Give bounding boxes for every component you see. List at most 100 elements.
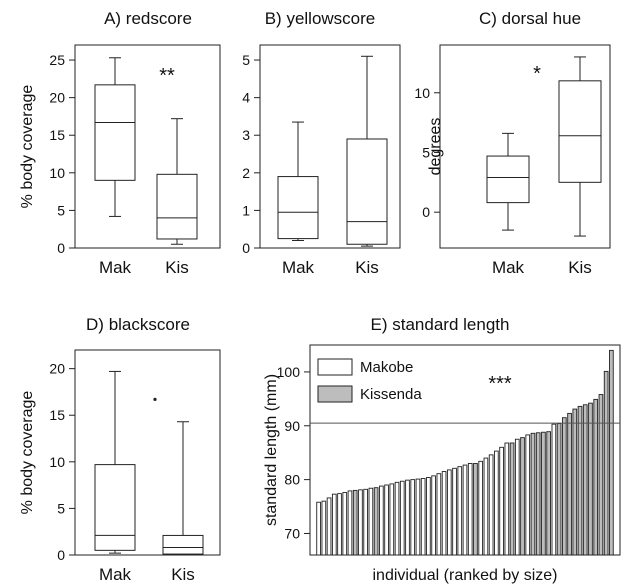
box-mak [94, 57, 136, 217]
y-tick-label: 10 [414, 85, 430, 101]
x-category-label: Kis [568, 258, 592, 277]
y-tick-label: 90 [284, 418, 300, 434]
plot-frame [74, 349, 221, 556]
y-tick-label: 2 [242, 165, 250, 181]
legend-label-makobe: Makobe [360, 359, 413, 376]
bar-makobe [426, 477, 431, 556]
y-axis-label: % body coverage [19, 391, 36, 515]
x-category-label: Kis [171, 565, 195, 584]
bar-makobe [405, 479, 410, 556]
bar-makobe [410, 479, 416, 556]
legend-swatch-makobe [317, 358, 353, 376]
bar-makobe [379, 485, 384, 556]
bar-makobe [326, 497, 332, 556]
y-tick-label: 5 [57, 202, 65, 218]
x-category-label: Mak [99, 565, 132, 584]
iqr-box [346, 138, 388, 245]
x-category-label: Kis [165, 258, 189, 277]
bar-kissenda [562, 417, 567, 556]
bar-makobe [358, 489, 363, 556]
panel-title: B) yellowscore [265, 9, 376, 28]
bar-kissenda [598, 394, 604, 556]
y-tick-label: 0 [422, 204, 430, 220]
bar-makobe [347, 490, 353, 556]
bar-kissenda [567, 412, 572, 556]
bar-makobe [399, 480, 405, 556]
iqr-box [558, 80, 602, 183]
y-tick-label: 25 [49, 52, 65, 68]
bar-makobe [441, 471, 447, 556]
bar-makobe [488, 454, 494, 556]
x-category-label: Mak [99, 258, 132, 277]
bar-kissenda [588, 402, 593, 556]
y-tick-label: 5 [422, 144, 430, 160]
bar-makobe [452, 467, 457, 556]
y-tick-label: 0 [242, 240, 250, 256]
bar-kissenda [582, 404, 588, 556]
bar-makobe [316, 501, 321, 556]
panel-title: A) redscore [104, 9, 192, 28]
bar-makobe [389, 483, 395, 556]
y-axis-label: standard length (mm) [263, 374, 280, 526]
bar-makobe [436, 473, 442, 556]
bar-kissenda [603, 370, 609, 556]
bar-makobe [467, 463, 473, 556]
box-kis [156, 118, 198, 245]
bar-makobe [446, 469, 452, 556]
box-mak [486, 132, 530, 231]
bar-kissenda [541, 431, 546, 556]
box-kis [558, 56, 602, 237]
bar-makobe [514, 438, 520, 556]
significance-marker: ** [159, 65, 175, 87]
box-mak [94, 370, 136, 554]
y-tick-label: 3 [242, 127, 250, 143]
iqr-box [94, 464, 136, 551]
x-category-label: Mak [492, 258, 525, 277]
y-axis-label: degrees [427, 118, 444, 176]
legend: Makobe Kissenda [317, 358, 422, 403]
y-tick-label: 15 [49, 127, 65, 143]
plot-frame [439, 44, 611, 249]
iqr-box [486, 155, 530, 204]
bar-makobe [462, 464, 468, 556]
bar-kissenda [572, 408, 578, 556]
bar-makobe [478, 460, 484, 556]
iqr-box [277, 176, 319, 240]
plot-frame [259, 44, 401, 249]
significance-marker: * [533, 63, 541, 85]
iqr-box [94, 84, 136, 181]
bar-kissenda [520, 437, 525, 556]
bar-makobe [504, 442, 510, 556]
bar-makobe [483, 457, 489, 556]
bar-kissenda [530, 432, 536, 556]
y-tick-label: 4 [242, 90, 250, 106]
iqr-box [156, 173, 198, 240]
legend-label-kissenda: Kissenda [360, 386, 422, 403]
bar-makobe [394, 481, 400, 556]
bar-makobe [431, 475, 436, 556]
panel-d: D) blackscore 0 5 10 15 20 % body coverage Mak K… [19, 315, 221, 584]
bar-kissenda [556, 423, 562, 556]
panel-title: C) dorsal hue [479, 9, 581, 28]
y-tick-label: 10 [49, 454, 65, 470]
y-tick-label: 5 [57, 500, 65, 516]
box-mak [277, 121, 319, 241]
y-tick-label: 5 [242, 52, 250, 68]
bar-makobe [551, 423, 557, 556]
y-tick-label: 20 [49, 90, 65, 106]
bar-makobe [499, 446, 504, 556]
bar-makobe [337, 493, 342, 556]
bar-kissenda [535, 432, 541, 556]
y-tick-label: 80 [284, 472, 300, 488]
outlier-point [153, 397, 157, 401]
legend-swatch-kissenda [317, 385, 353, 403]
significance-marker: *** [488, 373, 512, 395]
x-category-label: Kis [355, 258, 379, 277]
panel-title: E) standard length [371, 315, 510, 334]
bar-kissenda [473, 463, 478, 556]
bar-kissenda [593, 398, 599, 556]
bar-makobe [494, 450, 499, 556]
bar-makobe [525, 434, 531, 556]
y-tick-label: 10 [49, 165, 65, 181]
